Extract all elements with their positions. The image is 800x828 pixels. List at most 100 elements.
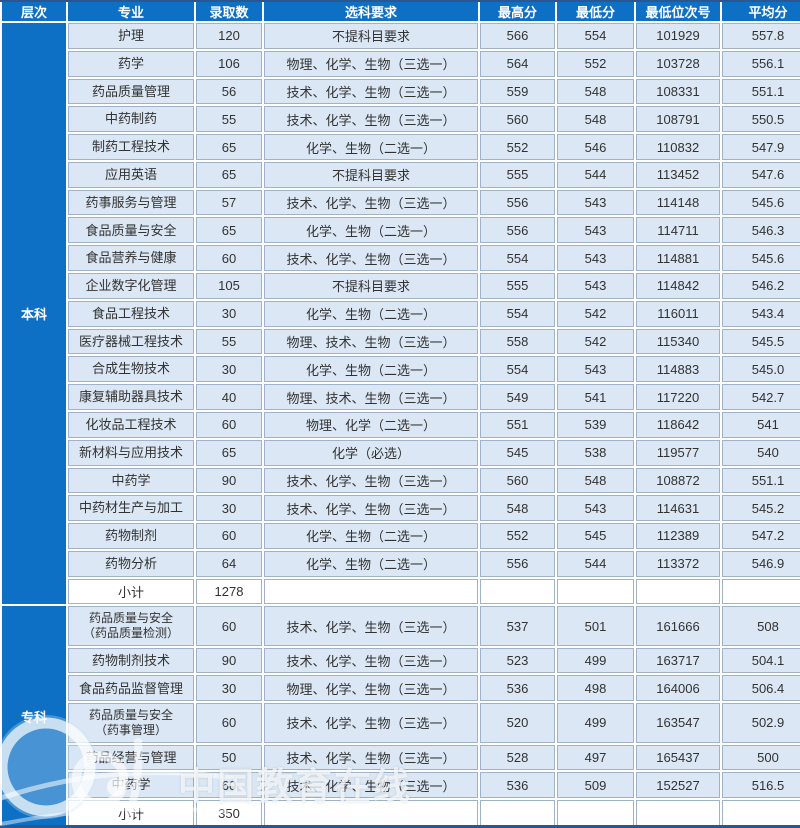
table-row: 药品质量管理 56 技术、化学、生物（三选一） 559 548 108331 551.1 (2, 78, 800, 105)
table-row: 中药学 60 技术、化学、生物（三选一） 536 509 152527 516.5 (2, 772, 800, 799)
cell-requirement: 不提科目要求 (264, 273, 478, 299)
cell-max-score: 558 (480, 328, 555, 355)
cell-min-rank: 163547 (636, 703, 720, 743)
table-row: 康复辅助器具技术 40 物理、技术、生物（三选一） 549 541 117220 542.7 (2, 384, 800, 410)
cell-major: 药物制剂技术 (68, 647, 194, 674)
cell-count: 120 (196, 23, 262, 49)
cell-min-rank: 110832 (636, 134, 720, 160)
table-row: 药物分析 64 化学、生物（二选一） 556 544 113372 546.9 (2, 550, 800, 577)
cell-requirement: 化学、生物（二选一） (264, 550, 478, 577)
cell-min-rank: 165437 (636, 744, 720, 771)
cell-requirement: 化学、生物（二选一） (264, 134, 478, 160)
cell-avg-score: 550.5 (722, 106, 800, 133)
subtotal-cell-requirement (264, 800, 478, 826)
subtotal-cell-min-rank (636, 800, 720, 826)
subtotal-row: 小计 350 (2, 800, 800, 826)
cell-avg-score: 545.6 (722, 189, 800, 216)
cell-min-score: 543 (557, 189, 634, 216)
cell-min-rank: 112389 (636, 523, 720, 549)
cell-major: 中药材生产与加工 (68, 495, 194, 522)
cell-requirement: 技术、化学、生物（三选一） (264, 772, 478, 799)
cell-count: 30 (196, 356, 262, 383)
table-row: 药物制剂技术 90 技术、化学、生物（三选一） 523 499 163717 504.1 (2, 647, 800, 674)
cell-requirement: 化学、生物（二选一） (264, 217, 478, 244)
table-body: 本科 护理 120 不提科目要求 566 554 101929 557.8 药学 106 物理、化学… (2, 23, 800, 826)
cell-count: 65 (196, 161, 262, 188)
cell-requirement: 物理、化学、生物（三选一） (264, 675, 478, 702)
cell-avg-score: 556.1 (722, 50, 800, 77)
cell-max-score: 554 (480, 245, 555, 272)
cell-requirement: 物理、技术、生物（三选一） (264, 328, 478, 355)
cell-requirement: 不提科目要求 (264, 161, 478, 188)
subtotal-cell-max-score (480, 578, 555, 605)
subtotal-cell-count: 1278 (196, 578, 262, 605)
table-row: 食品营养与健康 60 技术、化学、生物（三选一） 554 543 114881 545.6 (2, 245, 800, 272)
cell-min-rank: 164006 (636, 675, 720, 702)
cell-min-rank: 114842 (636, 273, 720, 299)
cell-min-score: 545 (557, 523, 634, 549)
table-row: 化妆品工程技术 60 物理、化学（二选一） 551 539 118642 541 (2, 411, 800, 438)
cell-count: 65 (196, 217, 262, 244)
cell-max-score: 555 (480, 161, 555, 188)
cell-min-rank: 117220 (636, 384, 720, 410)
cell-requirement: 技术、化学、生物（三选一） (264, 245, 478, 272)
cell-avg-score: 545.5 (722, 328, 800, 355)
cell-major: 药学 (68, 50, 194, 77)
cell-min-rank: 116011 (636, 300, 720, 327)
cell-max-score: 554 (480, 300, 555, 327)
level-cell-0: 本科 (2, 23, 66, 605)
column-header-2: 录取数 (196, 2, 262, 21)
column-header-5: 最低分 (557, 2, 634, 21)
cell-count: 64 (196, 550, 262, 577)
cell-min-rank: 114148 (636, 189, 720, 216)
subtotal-cell-max-score (480, 800, 555, 826)
cell-count: 30 (196, 495, 262, 522)
cell-requirement: 化学（必选） (264, 439, 478, 466)
cell-avg-score: 551.1 (722, 467, 800, 494)
cell-major: 护理 (68, 23, 194, 49)
cell-avg-score: 543.4 (722, 300, 800, 327)
cell-requirement: 技术、化学、生物（三选一） (264, 467, 478, 494)
cell-min-score: 548 (557, 467, 634, 494)
cell-max-score: 552 (480, 523, 555, 549)
cell-min-score: 542 (557, 300, 634, 327)
cell-major: 药品质量与安全 （药事管理） (68, 703, 194, 743)
cell-avg-score: 557.8 (722, 23, 800, 49)
cell-max-score: 536 (480, 772, 555, 799)
cell-max-score: 523 (480, 647, 555, 674)
cell-max-score: 548 (480, 495, 555, 522)
cell-max-score: 566 (480, 23, 555, 49)
cell-min-score: 497 (557, 744, 634, 771)
table-row: 本科 护理 120 不提科目要求 566 554 101929 557.8 (2, 23, 800, 605)
cell-max-score: 560 (480, 467, 555, 494)
cell-count: 50 (196, 744, 262, 771)
cell-min-score: 543 (557, 356, 634, 383)
cell-min-score: 543 (557, 245, 634, 272)
cell-avg-score: 541 (722, 411, 800, 438)
cell-major: 食品质量与安全 (68, 217, 194, 244)
cell-major: 食品药品监督管理 (68, 675, 194, 702)
cell-major: 药物制剂 (68, 523, 194, 549)
cell-major: 中药学 (68, 772, 194, 799)
cell-count: 57 (196, 189, 262, 216)
cell-requirement: 技术、化学、生物（三选一） (264, 703, 478, 743)
cell-requirement: 技术、化学、生物（三选一） (264, 744, 478, 771)
cell-avg-score: 547.6 (722, 161, 800, 188)
cell-major: 药品经营与管理 (68, 744, 194, 771)
subtotal-cell-min-rank (636, 578, 720, 605)
column-header-7: 平均分 (722, 2, 800, 21)
subtotal-cell-major: 小计 (68, 578, 194, 605)
cell-max-score: 554 (480, 356, 555, 383)
cell-major: 食品工程技术 (68, 300, 194, 327)
table-row: 食品质量与安全 65 化学、生物（二选一） 556 543 114711 546.3 (2, 217, 800, 244)
cell-count: 30 (196, 300, 262, 327)
cell-max-score: 520 (480, 703, 555, 743)
cell-min-score: 542 (557, 328, 634, 355)
subtotal-cell-min-score (557, 578, 634, 605)
cell-min-score: 548 (557, 106, 634, 133)
cell-major: 食品营养与健康 (68, 245, 194, 272)
cell-min-rank: 118642 (636, 411, 720, 438)
cell-max-score: 556 (480, 217, 555, 244)
cell-count: 55 (196, 106, 262, 133)
